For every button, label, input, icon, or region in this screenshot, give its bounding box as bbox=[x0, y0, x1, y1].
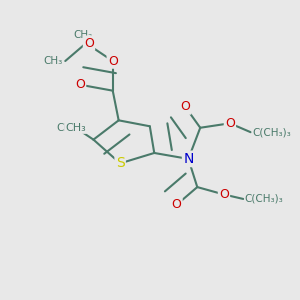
Text: O: O bbox=[219, 188, 229, 201]
Text: CH₃: CH₃ bbox=[65, 123, 86, 133]
Text: CH₂: CH₂ bbox=[74, 30, 93, 40]
Text: S: S bbox=[116, 156, 124, 170]
Text: O: O bbox=[172, 198, 182, 212]
Text: CH₃: CH₃ bbox=[43, 56, 62, 66]
Text: C(CH₃)₃: C(CH₃)₃ bbox=[252, 127, 291, 137]
Text: O: O bbox=[75, 78, 85, 91]
Text: N: N bbox=[183, 152, 194, 166]
Text: O: O bbox=[108, 55, 118, 68]
Text: O: O bbox=[225, 117, 235, 130]
Text: O: O bbox=[181, 100, 190, 113]
Text: C(CH₃)₃: C(CH₃)₃ bbox=[245, 194, 284, 204]
Text: CH₃: CH₃ bbox=[56, 123, 76, 133]
Text: O: O bbox=[84, 37, 94, 50]
